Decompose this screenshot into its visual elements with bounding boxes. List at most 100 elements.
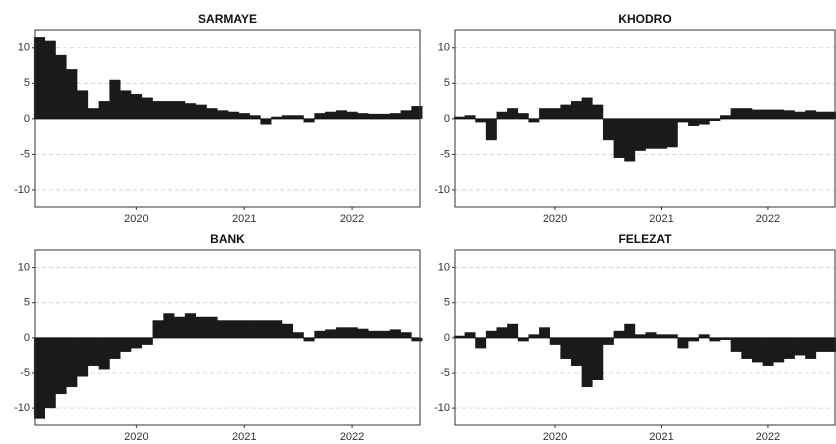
bar [826, 337, 836, 352]
panel-title: SARMAYE [198, 12, 257, 26]
bar [475, 118, 487, 123]
bar [335, 110, 347, 119]
x-tick-label: 2022 [340, 431, 364, 443]
bar [730, 337, 742, 352]
bar [120, 337, 132, 352]
bar [549, 108, 561, 119]
bar [624, 118, 636, 162]
bar [174, 316, 186, 338]
bar [77, 90, 89, 119]
bar [335, 327, 347, 338]
bar [228, 320, 240, 338]
y-tick-label: -5 [20, 367, 30, 379]
bar [805, 337, 817, 359]
x-tick-label: 2020 [543, 431, 567, 443]
x-tick-label: 2021 [649, 431, 673, 443]
bar [346, 111, 358, 119]
bar [656, 118, 668, 149]
bar [314, 330, 326, 338]
bar [613, 330, 625, 338]
bar [87, 337, 99, 366]
bar [249, 320, 261, 338]
bar [206, 108, 218, 119]
bar [357, 328, 369, 338]
y-tick-label: 10 [18, 42, 30, 54]
bar [55, 337, 67, 395]
bar [152, 101, 164, 119]
bar [77, 337, 89, 377]
bar [496, 111, 508, 119]
bar [773, 109, 785, 119]
bar [303, 337, 315, 342]
bar [453, 335, 465, 338]
bar [751, 337, 763, 363]
bar [571, 101, 582, 119]
bar [228, 111, 240, 119]
bar [379, 113, 391, 119]
bar [592, 104, 604, 119]
bar [249, 115, 261, 119]
bar [281, 323, 294, 338]
bar [44, 337, 56, 409]
bar [44, 40, 56, 119]
bar [400, 110, 412, 119]
bar [560, 337, 572, 359]
bar [539, 327, 551, 338]
bar [217, 320, 229, 338]
bar [184, 313, 196, 338]
panel-title: FELEZAT [618, 232, 672, 246]
bar [485, 118, 497, 141]
x-tick-label: 2021 [232, 213, 256, 225]
bar [66, 337, 78, 388]
y-tick-label: 0 [24, 113, 30, 125]
bar [634, 334, 646, 338]
x-tick-label: 2020 [543, 213, 567, 225]
bar [292, 115, 304, 119]
bar [130, 93, 143, 119]
bar [303, 118, 315, 123]
y-tick-label: -5 [440, 367, 450, 379]
bar [709, 337, 721, 342]
bar [815, 111, 827, 119]
bar [485, 330, 497, 338]
y-tick-label: -10 [14, 402, 30, 414]
bar [325, 329, 337, 338]
y-tick-label: 10 [438, 261, 450, 273]
bar [507, 323, 519, 338]
bar [528, 334, 540, 338]
bar [411, 106, 423, 119]
bar [314, 113, 326, 119]
bar [411, 337, 423, 342]
bar [464, 332, 476, 338]
bar [602, 337, 614, 345]
bar [666, 334, 678, 338]
bar [656, 334, 668, 338]
bar [98, 337, 110, 370]
bar [741, 337, 753, 359]
bar [379, 330, 391, 338]
x-tick-label: 2021 [649, 213, 673, 225]
bar [528, 118, 540, 123]
bar [109, 79, 121, 119]
bar [634, 118, 646, 151]
panel-frame [34, 29, 421, 208]
bar [698, 118, 710, 125]
bar [109, 337, 121, 359]
panel-title: KHODRO [618, 12, 671, 26]
bar [184, 103, 196, 119]
bar [163, 101, 175, 119]
x-tick-label: 2020 [124, 213, 148, 225]
panel-frame [454, 249, 836, 426]
bar [666, 118, 678, 148]
bar [195, 104, 207, 119]
bar [55, 54, 67, 119]
bar [389, 329, 401, 338]
bar [325, 111, 337, 119]
bar [794, 111, 806, 119]
y-tick-label: -10 [14, 184, 30, 196]
bar [496, 327, 508, 338]
bar [66, 69, 78, 119]
bar [475, 337, 487, 349]
bar [368, 113, 380, 119]
